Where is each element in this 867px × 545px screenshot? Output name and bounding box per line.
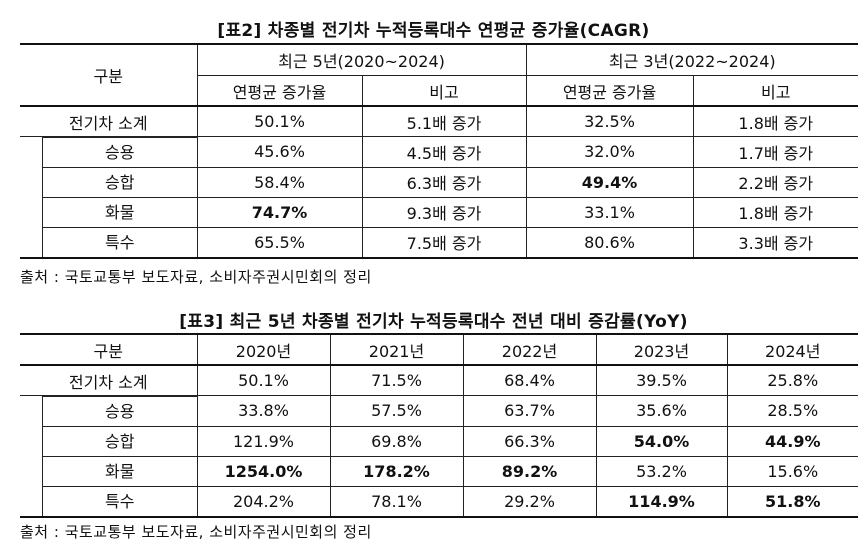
row-label: 승합 [42,426,196,456]
cell-value: 57.5% [329,395,464,427]
subheader-note-3yr: 비고 [692,75,859,107]
cell-value: 1.7배 증가 [692,136,859,168]
cell-value: 204.2% [196,485,331,518]
subheader-note-5yr: 비고 [361,75,527,107]
row-label: 전기차 소계 [20,364,198,396]
cell-value: 45.6% [196,136,363,168]
row-label: 특수 [42,227,196,257]
table-row: 특수 204.2% 78.1% 29.2% 114.9% 51.8% [20,485,858,518]
row-label: 전기차 소계 [20,105,198,137]
table2-title: [표2] 차종별 전기차 누적등록대수 연평균 증가율(CAGR) [217,21,650,41]
row-label: 화물 [42,197,196,227]
cell-value: 50.1% [196,364,331,396]
table-row: 전기차 소계 50.1% 71.5% 68.4% 39.5% 25.8% [20,364,858,396]
subheader-cagr-5yr: 연평균 증가율 [197,75,363,107]
table-row: 화물 74.7% 9.3배 증가 33.1% 1.8배 증가 [20,196,859,228]
cell-value: 28.5% [726,395,858,427]
cell-value: 114.9% [595,485,728,518]
header-group-5yr: 최근 5년(2020~2024) [196,43,527,76]
cell-value: 1.8배 증가 [692,105,859,137]
cell-value: 66.3% [462,425,597,457]
header-year: 2021년 [329,333,464,366]
row-label: 승용 [42,136,196,167]
cell-value: 4.5배 증가 [361,136,527,168]
row-label: 승합 [42,167,196,197]
cell-value: 74.7% [196,196,363,228]
row-label: 화물 [42,456,196,486]
cell-value: 7.5배 증가 [361,226,527,259]
cagr-table: 구분 최근 5년(2020~2024) 최근 3년(2022~2024) 연평균… [20,43,859,259]
cell-value: 78.1% [329,485,464,518]
table3-title: [표3] 최근 5년 차종별 전기차 누적등록대수 전년 대비 증감률(YoY) [179,312,688,332]
header-year: 2022년 [462,333,597,366]
header-year: 2024년 [726,333,858,366]
table-row: 승합 58.4% 6.3배 증가 49.4% 2.2배 증가 [20,166,859,198]
row-label: 승용 [42,395,196,426]
table-row: 승용 45.6% 4.5배 증가 32.0% 1.7배 증가 [20,136,859,168]
cell-value: 54.0% [595,425,728,457]
table-row: 화물 1254.0% 178.2% 89.2% 53.2% 15.6% [20,455,858,487]
cell-value: 39.5% [595,364,728,396]
row-label: 특수 [42,486,196,516]
table-row: 전기차 소계 50.1% 5.1배 증가 32.5% 1.8배 증가 [20,105,859,137]
cell-value: 32.0% [525,136,694,168]
cell-value: 71.5% [329,364,464,396]
cell-value: 51.8% [726,485,858,518]
cell-value: 50.1% [196,105,363,137]
cell-value: 49.4% [525,166,694,198]
cell-value: 53.2% [595,455,728,487]
header-year: 2020년 [196,333,331,366]
cell-value: 9.3배 증가 [361,196,527,228]
cell-value: 33.8% [196,395,331,427]
cell-value: 178.2% [329,455,464,487]
table3-source: 출처 : 국토교통부 보도자료, 소비자주권시민회의 정리 [20,523,372,541]
cell-value: 33.1% [525,196,694,228]
cell-value: 6.3배 증가 [361,166,527,198]
cell-value: 1254.0% [196,455,331,487]
cell-value: 68.4% [462,364,597,396]
cell-value: 63.7% [462,395,597,427]
cell-value: 5.1배 증가 [361,105,527,137]
subheader-cagr-3yr: 연평균 증가율 [525,75,694,107]
cell-value: 1.8배 증가 [692,196,859,228]
cell-value: 44.9% [726,425,858,457]
cell-value: 15.6% [726,455,858,487]
header-group-3yr: 최근 3년(2022~2024) [525,43,859,76]
cell-value: 25.8% [726,364,858,396]
header-category: 구분 [20,43,198,107]
cell-value: 2.2배 증가 [692,166,859,198]
cell-value: 58.4% [196,166,363,198]
table-row: 승합 121.9% 69.8% 66.3% 54.0% 44.9% [20,425,858,457]
cell-value: 121.9% [196,425,331,457]
table-row: 특수 65.5% 7.5배 증가 80.6% 3.3배 증가 [20,226,859,259]
cell-value: 89.2% [462,455,597,487]
header-year: 2023년 [595,333,728,366]
cell-value: 32.5% [525,105,694,137]
cell-value: 29.2% [462,485,597,518]
table-row: 승용 33.8% 57.5% 63.7% 35.6% 28.5% [20,395,858,427]
yoy-table: 구분 2020년 2021년 2022년 2023년 2024년 전기차 소계 … [20,333,858,518]
cell-value: 3.3배 증가 [692,226,859,259]
cell-value: 80.6% [525,226,694,259]
cell-value: 35.6% [595,395,728,427]
table2-source: 출처 : 국토교통부 보도자료, 소비자주권시민회의 정리 [20,268,372,286]
header-category: 구분 [20,333,198,366]
cell-value: 65.5% [196,226,363,259]
cell-value: 69.8% [329,425,464,457]
